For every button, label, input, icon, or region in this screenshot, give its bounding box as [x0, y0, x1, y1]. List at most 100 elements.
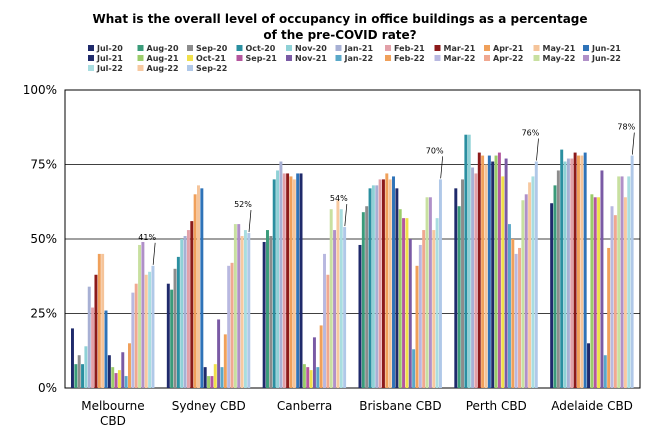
bar-jul-22-3: [339, 209, 343, 388]
bar-jul-22-2: [243, 230, 247, 388]
bar-may-21-2: [197, 185, 200, 388]
bar-feb-21-1: [91, 307, 95, 388]
y-tick-label: 50%: [30, 232, 57, 246]
bar-may-21-6: [580, 155, 584, 388]
bar-jan-22-1: [124, 376, 128, 388]
bar-mar-21-5: [477, 152, 481, 388]
bar-jun-21-3: [296, 173, 300, 388]
annotation-label: 70%: [426, 146, 444, 155]
annotation-label: 78%: [617, 123, 635, 132]
bar-jul-21-5: [491, 161, 495, 388]
bar-jul-20-6: [550, 203, 554, 388]
bar-sep-21-5: [497, 152, 501, 388]
annotation-leader: [631, 132, 635, 155]
bar-jun-22-2: [237, 224, 241, 388]
bar-may-21-5: [484, 164, 488, 388]
bar-mar-22-4: [418, 244, 422, 388]
bar-mar-22-2: [227, 265, 231, 388]
annotation-label: 54%: [330, 194, 348, 203]
legend-label: Nov-20: [295, 44, 327, 53]
legend-label: Apr-21: [493, 44, 524, 53]
legend: Jul-20 Aug-20 Sep-20 Oct-20 Nov-20 Jan-21 Feb-…: [88, 44, 621, 73]
bar-mar-22-3: [323, 253, 326, 388]
bar-nov-21-4: [408, 239, 412, 388]
legend-label: Feb-22: [394, 54, 425, 63]
bars: [71, 134, 634, 388]
bar-oct-21-4: [405, 218, 409, 388]
x-tick-label: CBD: [100, 414, 126, 428]
bar-may-21-4: [388, 179, 392, 388]
chart-title-line-2: of the pre-COVID rate?: [263, 28, 416, 42]
legend-swatch: [137, 55, 144, 61]
bar-sep-22-2: [247, 233, 251, 388]
bar-jan-22-6: [603, 355, 607, 388]
bar-jul-22-5: [531, 176, 535, 388]
bar-aug-20-6: [553, 185, 557, 388]
bar-sep-20-3: [269, 236, 273, 388]
legend-label: Mar-22: [444, 54, 476, 63]
bar-apr-21-4: [385, 173, 389, 388]
legend-swatch: [236, 55, 243, 61]
legend-swatch: [484, 45, 490, 51]
legend-swatch: [286, 45, 292, 51]
bar-feb-22-1: [128, 343, 131, 388]
bar-jan-21-4: [375, 185, 379, 388]
x-tick-label: Perth CBD: [466, 399, 527, 413]
legend-swatch: [533, 55, 540, 61]
bar-oct-21-5: [501, 176, 505, 388]
bar-oct-20-5: [464, 134, 468, 388]
bar-sep-22-6: [630, 155, 634, 388]
bar-aug-22-2: [240, 236, 244, 388]
x-tick-label: Canberra: [277, 399, 332, 413]
bar-jan-21-1: [87, 286, 91, 388]
bar-may-22-6: [617, 176, 621, 388]
bar-jul-20-5: [454, 188, 458, 388]
bar-feb-21-5: [474, 173, 478, 388]
bar-jul-21-6: [587, 343, 590, 388]
legend-label: May-21: [543, 44, 576, 53]
bar-may-22-4: [425, 197, 429, 388]
legend-swatch: [385, 55, 391, 61]
x-tick-label: Adelaide CBD: [551, 399, 633, 413]
bar-jun-21-1: [104, 310, 108, 388]
bar-may-22-3: [329, 209, 333, 388]
legend-swatch: [187, 45, 193, 51]
bar-jun-22-1: [141, 241, 145, 388]
bar-nov-21-5: [504, 158, 508, 388]
bar-nov-20-3: [276, 170, 280, 388]
legend-label: Apr-22: [493, 54, 523, 63]
legend-swatch: [137, 65, 144, 71]
bar-apr-22-1: [134, 283, 138, 388]
bar-jun-22-4: [428, 197, 432, 388]
bar-nov-21-2: [217, 319, 221, 388]
bar-jul-21-3: [299, 173, 303, 388]
legend-swatch: [187, 55, 193, 61]
bar-jan-22-4: [412, 349, 416, 388]
legend-label: Jul-20: [96, 44, 123, 53]
annotation-label: 76%: [522, 129, 540, 138]
bar-aug-21-6: [590, 194, 594, 388]
bar-mar-22-5: [514, 253, 518, 388]
bar-oct-20-4: [368, 188, 372, 388]
x-tick-label: Brisbane CBD: [359, 399, 441, 413]
gridlines: [64, 89, 641, 389]
bar-aug-20-3: [266, 230, 269, 388]
legend-swatch: [335, 55, 342, 61]
bar-mar-21-1: [94, 274, 98, 388]
bar-may-22-1: [138, 244, 142, 388]
bar-sep-21-2: [210, 376, 214, 388]
legend-label: Feb-21: [394, 44, 425, 53]
bar-sep-20-5: [461, 179, 464, 388]
bar-jan-22-2: [220, 367, 224, 388]
legend-label: Jan-22: [344, 54, 374, 63]
annotation-leader: [152, 242, 156, 265]
bar-may-21-1: [101, 253, 105, 388]
bar-aug-21-1: [111, 367, 115, 388]
x-tick-label: Melbourne: [81, 399, 144, 413]
annotations: 41% 52% 54% 70% 76% 78%: [138, 123, 636, 265]
bar-mar-21-3: [286, 173, 290, 388]
legend-swatch: [434, 55, 441, 61]
legend-label: Sep-22: [196, 64, 227, 73]
legend-swatch: [88, 65, 94, 71]
bar-sep-20-6: [556, 170, 560, 388]
